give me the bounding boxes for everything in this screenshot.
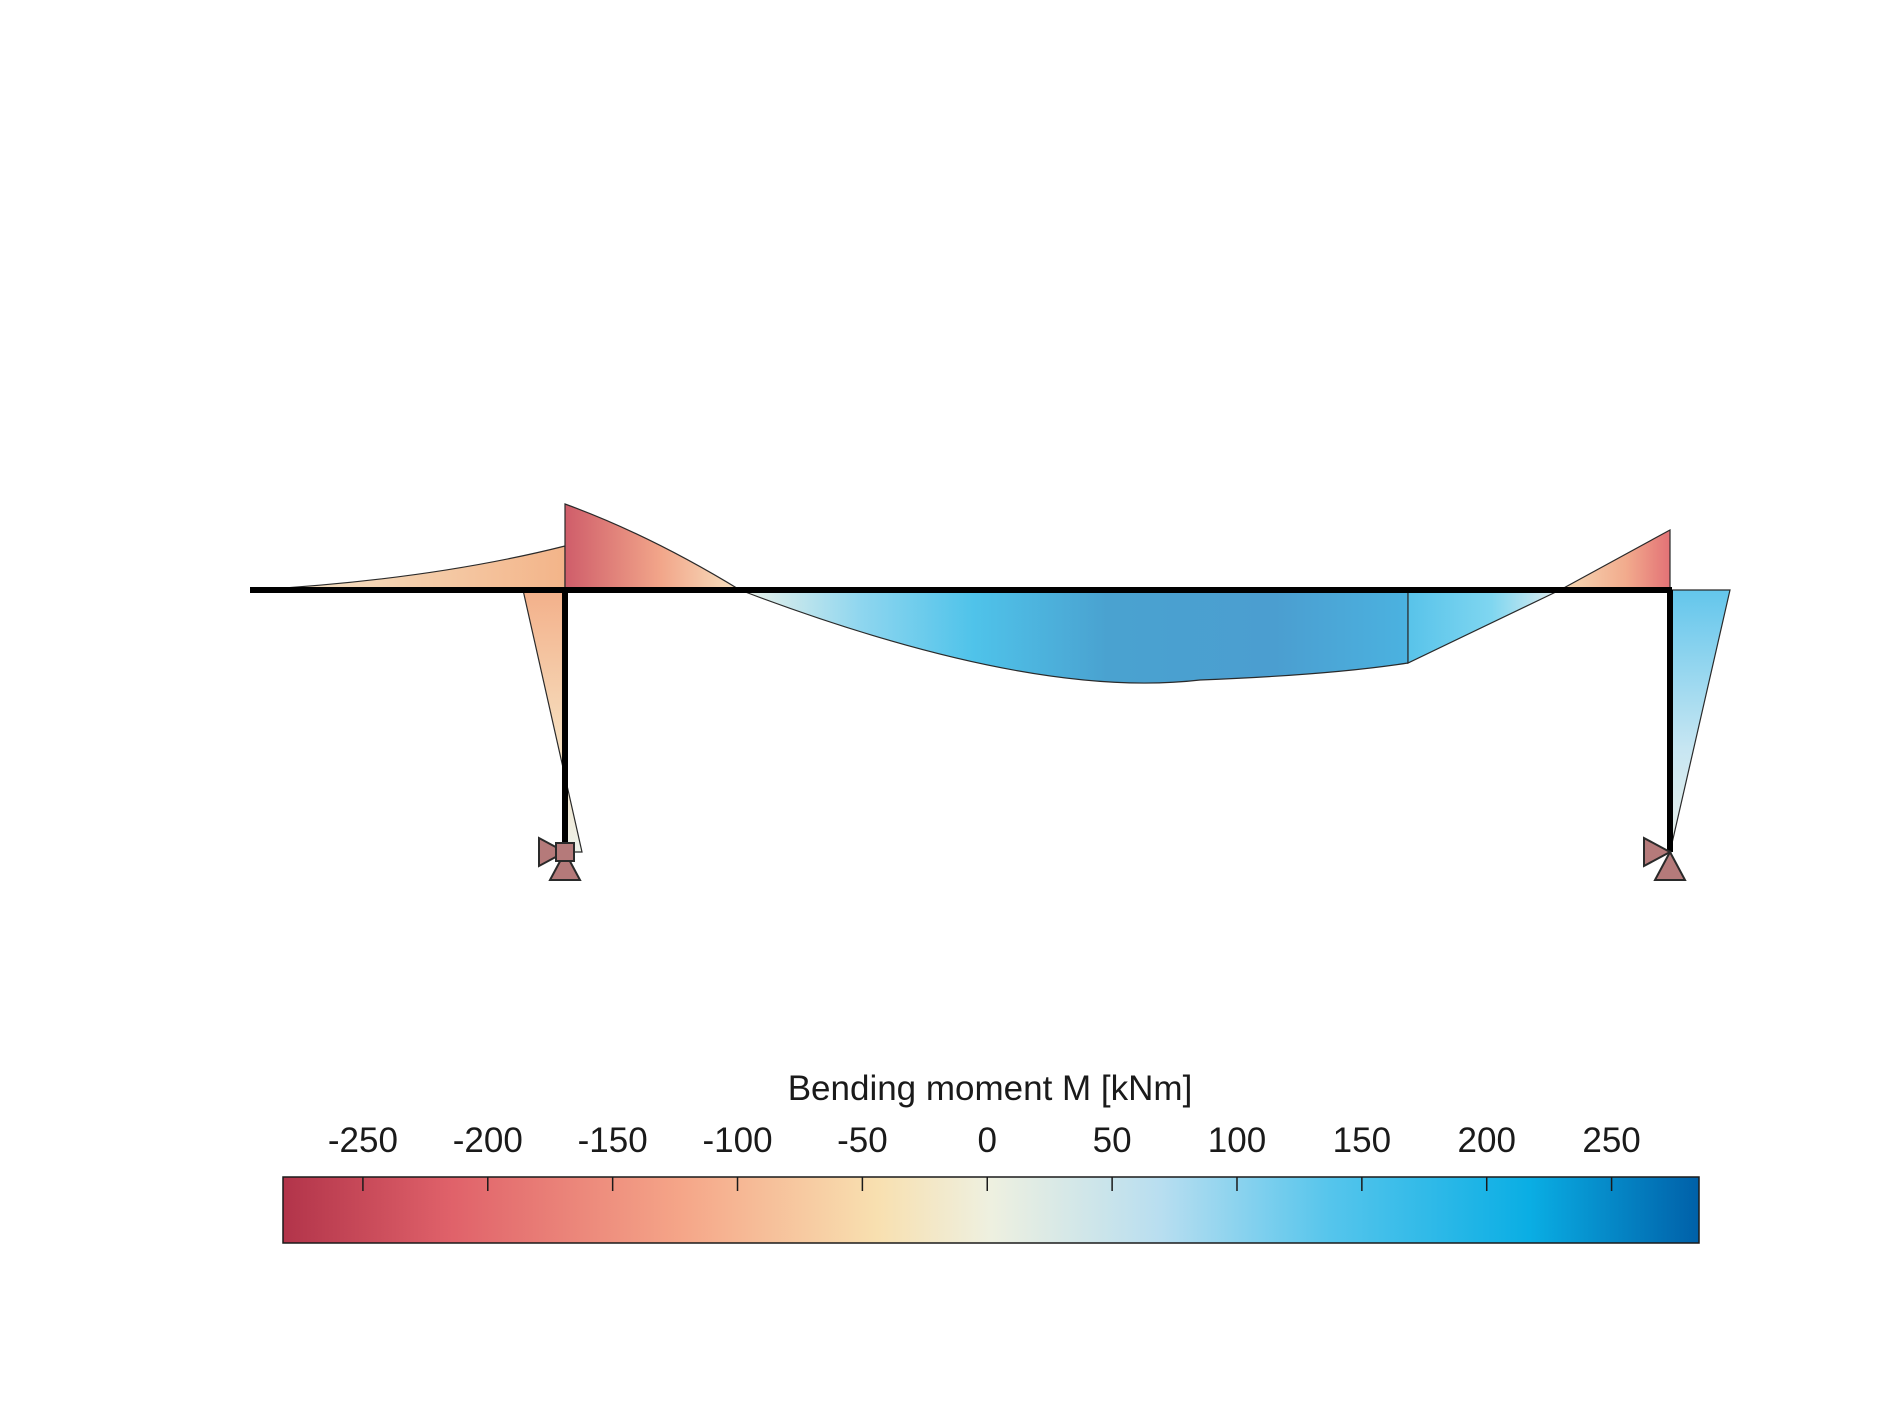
structural-frame	[250, 587, 1673, 852]
colorbar: Bending moment M [kNm] -250 -200 -150 -100-…	[282, 1069, 1700, 1244]
colorbar-gradient	[282, 1176, 1700, 1244]
colorbar-tick-label: -50	[837, 1121, 888, 1160]
cantilever-moment-area	[251, 545, 566, 591]
colorbar-tick-label: -200	[453, 1121, 523, 1160]
right-support-pin-icon	[1653, 849, 1687, 881]
moment-diagram	[251, 503, 1731, 853]
colorbar-tick-label: -150	[578, 1121, 648, 1160]
colorbar-tick-label: 150	[1333, 1121, 1391, 1160]
colorbar-tick-label: 250	[1582, 1121, 1640, 1160]
left-support	[538, 836, 582, 881]
colorbar-ticks: -250 -200 -150 -100 -50 0 50 100 150 200 250	[328, 1121, 1641, 1191]
right-support-roller-icon	[1643, 836, 1673, 868]
right-support-negative-moment-area	[1559, 528, 1671, 591]
left-support-roller-icon	[538, 836, 568, 868]
colorbar-tick-label: 50	[1093, 1121, 1132, 1160]
left-support-negative-moment-area	[564, 503, 743, 591]
left-column-moment-area	[522, 589, 583, 853]
left-support-clamp-icon	[555, 842, 575, 862]
colorbar-tick-label: -250	[328, 1121, 398, 1160]
colorbar-tick-label: -100	[702, 1121, 772, 1160]
right-support	[1643, 836, 1687, 881]
colorbar-title: Bending moment M [kNm]	[788, 1069, 1193, 1108]
colorbar-tick-label: 0	[978, 1121, 997, 1160]
colorbar-tick-label: 100	[1208, 1121, 1266, 1160]
right-column-moment-area	[1669, 589, 1731, 853]
midspan-positive-moment-area	[739, 589, 1409, 684]
left-support-pin-icon	[548, 849, 582, 881]
midspan-positive-moment-area-right	[1407, 589, 1561, 664]
colorbar-tick-label: 200	[1458, 1121, 1516, 1160]
